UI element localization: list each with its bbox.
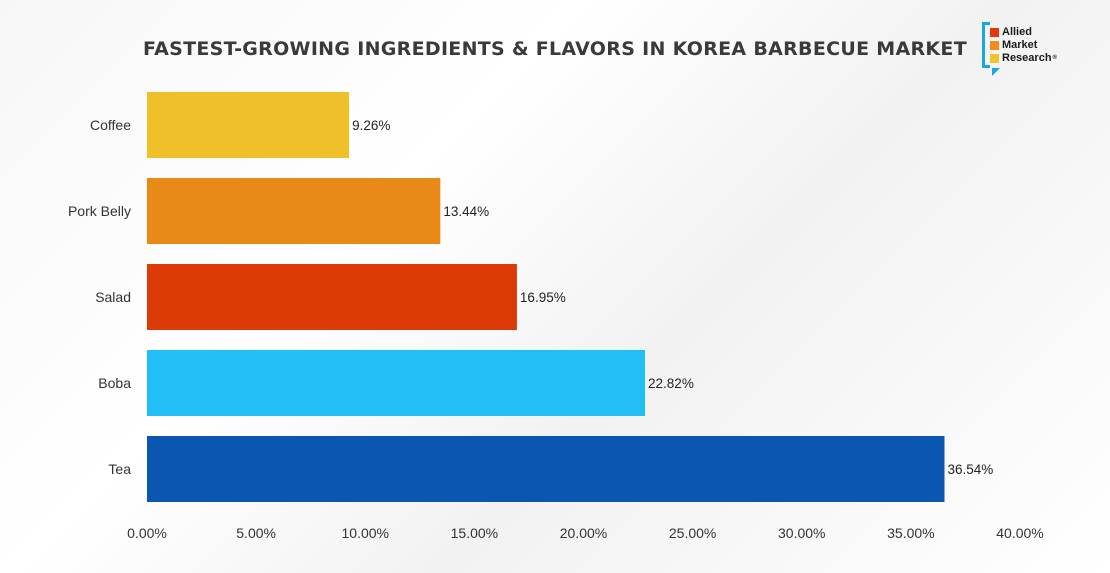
value-label-pork-belly: 13.44% xyxy=(443,204,489,219)
bar-salad xyxy=(147,264,517,330)
bar-coffee xyxy=(147,92,350,158)
x-tick-label: 35.00% xyxy=(887,525,934,541)
logo-row-2: Market xyxy=(990,39,1037,51)
x-tick-label: 20.00% xyxy=(560,525,607,541)
x-tick-label: 30.00% xyxy=(778,525,825,541)
logo-row-1: Allied xyxy=(990,26,1032,38)
category-label-coffee: Coffee xyxy=(90,117,131,133)
logo-registered-mark: ® xyxy=(1052,55,1057,61)
x-tick-label: 10.00% xyxy=(342,525,389,541)
logo-square-yellow xyxy=(990,53,999,63)
chart-title: FASTEST-GROWING INGREDIENTS & FLAVORS IN… xyxy=(143,38,967,60)
value-label-boba: 22.82% xyxy=(648,376,694,391)
category-labels: Coffee Pork Belly Salad Boba Tea xyxy=(68,117,131,477)
allied-market-research-logo: Allied Market Research ® xyxy=(982,22,1092,82)
x-tick-label: 5.00% xyxy=(236,525,276,541)
x-tick-label: 0.00% xyxy=(127,525,167,541)
category-label-boba: Boba xyxy=(98,375,131,391)
value-label-tea: 36.54% xyxy=(947,462,993,477)
logo-text-allied: Allied xyxy=(1002,26,1032,38)
logo-tail xyxy=(992,68,1000,76)
logo-square-red xyxy=(990,27,999,37)
logo-row-3: Research ® xyxy=(990,52,1057,64)
value-labels: 9.26% 13.44% 16.95% 22.82% 36.54% xyxy=(352,118,993,477)
logo-square-orange xyxy=(990,40,999,50)
logo-text-market: Market xyxy=(1002,39,1038,51)
logo-text-research: Research xyxy=(1002,52,1052,64)
x-tick-label: 25.00% xyxy=(669,525,716,541)
value-label-salad: 16.95% xyxy=(520,290,566,305)
category-label-pork-belly: Pork Belly xyxy=(68,203,131,219)
x-axis-ticks: 0.00% 5.00% 10.00% 15.00% 20.00% 25.00% 30.00%… xyxy=(127,525,1044,541)
category-label-salad: Salad xyxy=(95,289,131,305)
x-tick-label: 40.00% xyxy=(996,525,1043,541)
value-label-coffee: 9.26% xyxy=(352,118,390,133)
x-tick-label: 15.00% xyxy=(451,525,498,541)
bars-group xyxy=(147,92,945,502)
category-label-tea: Tea xyxy=(108,461,131,477)
bar-boba xyxy=(147,350,646,416)
bar-tea xyxy=(147,436,945,502)
logo-frame xyxy=(982,22,990,68)
bar-pork-belly xyxy=(147,178,441,244)
